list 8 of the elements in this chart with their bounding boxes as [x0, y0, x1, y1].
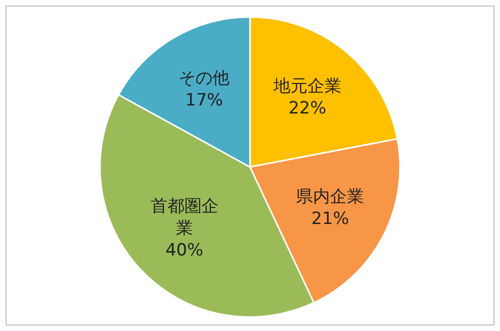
slice-label: 県内企業	[296, 186, 364, 207]
slice-label: 地元企業	[272, 76, 342, 97]
data-label: 40%	[165, 240, 204, 261]
data-label: 21%	[311, 208, 350, 229]
slice-label: 首都圏企業	[150, 196, 218, 239]
slice-label: その他	[178, 68, 230, 89]
data-label: 22%	[288, 98, 326, 119]
data-label: 17%	[185, 90, 224, 111]
